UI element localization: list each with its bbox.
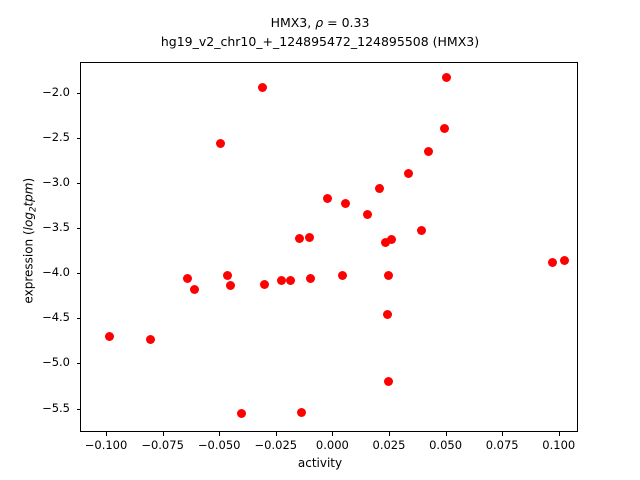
x-axis-tick xyxy=(388,432,390,436)
y-axis-tick-label: −2.0 xyxy=(42,84,70,99)
data-point xyxy=(222,270,232,280)
x-axis-tick-label: −0.100 xyxy=(84,438,128,452)
data-point xyxy=(383,310,393,320)
data-point xyxy=(285,275,295,285)
x-axis-tick-label: −0.075 xyxy=(141,438,184,452)
y-axis-tick xyxy=(76,273,80,275)
data-point xyxy=(323,193,333,203)
plot-area xyxy=(80,62,578,432)
y-axis-tick xyxy=(76,408,80,410)
x-axis-label: activity xyxy=(297,456,343,470)
data-point xyxy=(215,138,225,148)
x-axis-tick xyxy=(106,432,108,436)
data-point xyxy=(442,72,452,82)
data-point xyxy=(380,238,390,248)
data-point xyxy=(145,334,155,344)
data-point xyxy=(548,257,558,267)
data-point xyxy=(386,235,396,245)
x-axis-tick xyxy=(162,432,164,436)
data-point xyxy=(559,256,569,266)
x-axis-tick xyxy=(558,432,560,436)
data-point xyxy=(337,270,347,280)
x-axis-tick xyxy=(332,432,334,436)
x-axis-tick xyxy=(445,432,447,436)
data-point xyxy=(423,146,433,156)
data-point xyxy=(417,226,427,236)
y-axis-tick xyxy=(76,228,80,230)
x-axis-tick-label: 0.050 xyxy=(429,438,463,452)
y-axis-tick-label: −5.0 xyxy=(42,355,70,370)
data-point xyxy=(294,233,304,243)
data-point xyxy=(189,285,199,294)
x-axis-tick-label: −0.025 xyxy=(254,438,298,452)
data-point xyxy=(305,232,315,242)
data-point xyxy=(276,275,286,285)
data-point xyxy=(182,274,192,284)
y-axis-tick-label: −4.5 xyxy=(42,310,70,325)
data-point xyxy=(104,331,114,341)
chart-title-line1: HMX3, ρ = 0.33 xyxy=(270,15,370,30)
data-point xyxy=(384,271,394,281)
x-axis-tick-label: 0.025 xyxy=(372,438,406,452)
chart-title-block: HMX3, ρ = 0.33 hg19_v2_chr10_+_124895472… xyxy=(0,13,640,51)
data-point xyxy=(297,407,307,417)
x-axis-tick xyxy=(219,432,221,436)
data-point xyxy=(259,279,269,289)
y-axis-tick-label: −4.0 xyxy=(42,265,70,280)
data-point xyxy=(341,199,351,209)
y-axis-tick xyxy=(76,92,80,94)
data-point xyxy=(237,408,247,418)
chart-title-line2: hg19_v2_chr10_+_124895472_124895508 (HMX… xyxy=(160,34,480,49)
y-axis-tick xyxy=(76,363,80,365)
x-axis-tick xyxy=(502,432,504,436)
data-point xyxy=(403,168,413,178)
y-axis-tick xyxy=(76,182,80,184)
x-axis-tick-label: 0.075 xyxy=(485,438,519,452)
data-point xyxy=(225,281,235,291)
y-axis-tick-label: −5.5 xyxy=(42,400,70,415)
x-axis-tick-label: −0.050 xyxy=(197,438,241,452)
data-point xyxy=(306,274,316,284)
x-axis-tick-label: 0.100 xyxy=(542,438,576,452)
y-axis-tick-label: −3.0 xyxy=(42,174,70,189)
data-point xyxy=(257,82,267,92)
data-point xyxy=(439,124,449,134)
y-axis-tick xyxy=(76,137,80,139)
x-axis-tick-label: 0.000 xyxy=(315,438,349,452)
y-axis-tick-label: −3.5 xyxy=(42,220,70,235)
y-axis-tick xyxy=(76,318,80,320)
y-axis-tick-label: −2.5 xyxy=(42,129,70,144)
data-point xyxy=(384,377,394,387)
x-axis-tick xyxy=(275,432,277,436)
data-point xyxy=(375,183,385,193)
data-point xyxy=(362,210,372,220)
rho-symbol: ρ xyxy=(315,15,324,30)
